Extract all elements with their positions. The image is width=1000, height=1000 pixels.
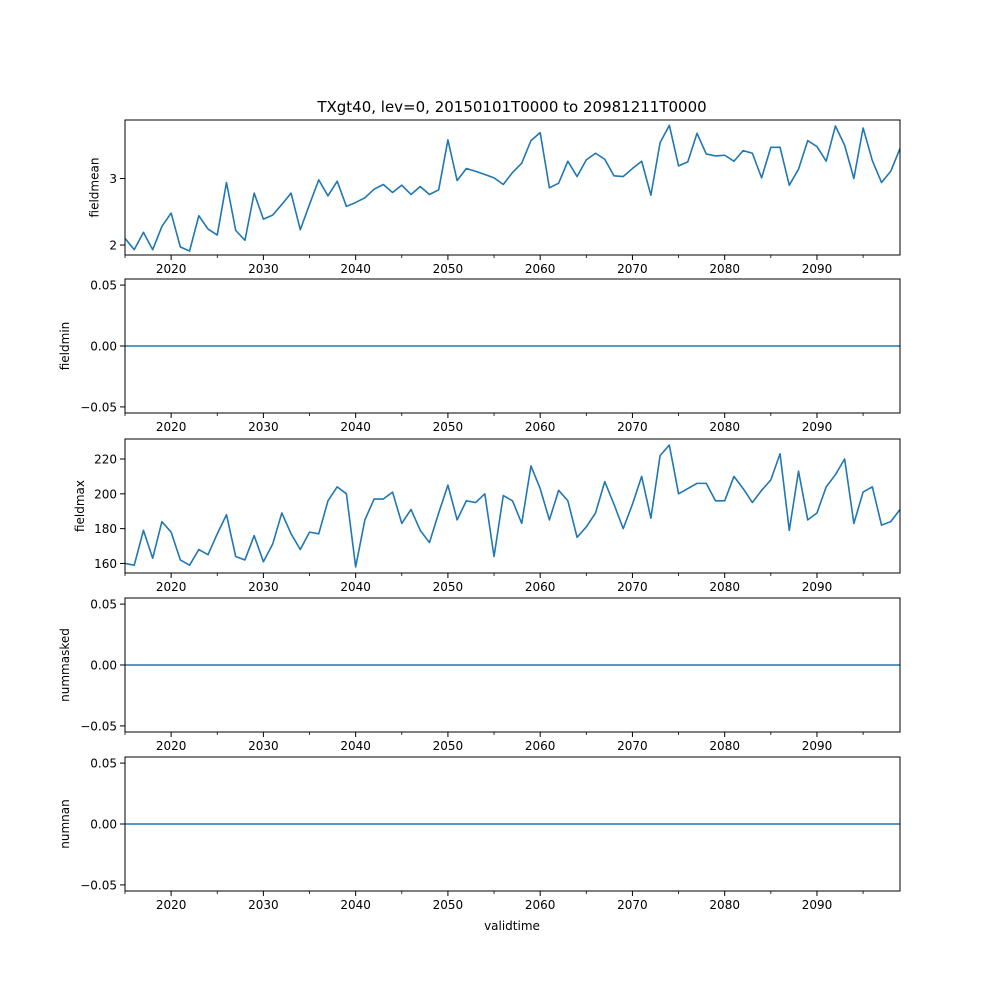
x-tick-label: 2040: [340, 580, 371, 594]
y-tick-label: 200: [94, 487, 117, 501]
x-tick-label: 2050: [433, 262, 464, 276]
x-tick-label: 2080: [709, 580, 740, 594]
x-tick-label: 2060: [525, 262, 556, 276]
x-tick-label: 2030: [248, 898, 279, 912]
series-line-fieldmax: [124, 444, 901, 568]
axes-frame-fieldmax: [124, 438, 901, 574]
y-tick-label: 0.05: [90, 598, 117, 612]
x-tick-label: 2060: [525, 898, 556, 912]
x-tick-label: 2070: [617, 580, 648, 594]
y-tick-label: 0.00: [90, 340, 117, 354]
subplot-nummasked: 2020 2030 2040 2050 2060 2070 2080 2090 −0.05 0.0…: [58, 597, 901, 753]
x-tick-label: 2020: [156, 420, 187, 434]
x-tick-label: 2080: [709, 420, 740, 434]
x-tick-label: 2060: [525, 420, 556, 434]
y-tick-label: 3: [109, 172, 117, 186]
y-axis-label: nummasked: [58, 628, 72, 702]
x-tick-label: 2090: [802, 420, 833, 434]
y-axis-label: fieldmax: [73, 480, 87, 532]
y-tick-label: 160: [94, 557, 117, 571]
x-tick-label: 2090: [802, 739, 833, 753]
y-axis-label: fieldmean: [88, 158, 102, 218]
x-tick-label: 2080: [709, 739, 740, 753]
x-tick-label: 2020: [156, 898, 187, 912]
x-tick-label: 2090: [802, 580, 833, 594]
subplot-fieldmin: 2020 2030 2040 2050 2060 2070 2080 2090 −0.05 0.0…: [58, 278, 901, 434]
subplot-fieldmax: 2020 2030 2040 2050 2060 2070 2080 2090 160 180 20…: [73, 438, 901, 594]
x-tick-label: 2030: [248, 739, 279, 753]
series-line-fieldmean: [124, 124, 901, 252]
x-tick-label: 2040: [340, 739, 371, 753]
axes-frame-fieldmean: [124, 119, 901, 256]
x-tick-label: 2040: [340, 262, 371, 276]
x-tick-label: 2030: [248, 580, 279, 594]
subplots: 2020 2030 2040 2050 2060 2070 2080 2090 2 3 fieldm…: [58, 119, 901, 912]
x-tick-label: 2060: [525, 739, 556, 753]
x-tick-label: 2020: [156, 580, 187, 594]
y-tick-label: 220: [94, 453, 117, 467]
x-tick-label: 2080: [709, 262, 740, 276]
y-tick-label: 0.05: [90, 279, 117, 293]
x-tick-label: 2020: [156, 739, 187, 753]
y-tick-label: 0.05: [90, 757, 117, 771]
x-tick-label: 2070: [617, 898, 648, 912]
x-tick-label: 2070: [617, 262, 648, 276]
subplot-fieldmean: 2020 2030 2040 2050 2060 2070 2080 2090 2 3 fieldm…: [88, 119, 901, 276]
x-tick-label: 2060: [525, 580, 556, 594]
chart-title: TXgt40, lev=0, 20150101T0000 to 20981211…: [316, 98, 706, 116]
y-tick-label: −0.05: [80, 878, 117, 892]
x-tick-label: 2020: [156, 262, 187, 276]
x-tick-label: 2050: [433, 898, 464, 912]
y-tick-label: −0.05: [80, 400, 117, 414]
x-tick-label: 2030: [248, 420, 279, 434]
subplot-numnan: 2020 2030 2040 2050 2060 2070 2080 2090 −0.05 0.0…: [58, 756, 901, 912]
x-tick-label: 2040: [340, 420, 371, 434]
y-axis-label: fieldmin: [58, 322, 72, 371]
y-tick-label: 0.00: [90, 659, 117, 673]
x-tick-label: 2080: [709, 898, 740, 912]
x-tick-label: 2050: [433, 420, 464, 434]
x-tick-label: 2050: [433, 580, 464, 594]
x-tick-label: 2040: [340, 898, 371, 912]
y-tick-label: −0.05: [80, 719, 117, 733]
x-tick-label: 2070: [617, 739, 648, 753]
y-axis-label: numnan: [58, 799, 72, 848]
x-tick-label: 2090: [802, 898, 833, 912]
x-tick-label: 2090: [802, 262, 833, 276]
y-tick-label: 0.00: [90, 818, 117, 832]
x-tick-label: 2050: [433, 739, 464, 753]
x-tick-label: 2070: [617, 420, 648, 434]
x-axis-label: validtime: [484, 919, 540, 933]
x-tick-label: 2030: [248, 262, 279, 276]
y-tick-label: 180: [94, 522, 117, 536]
y-tick-label: 2: [109, 239, 117, 253]
